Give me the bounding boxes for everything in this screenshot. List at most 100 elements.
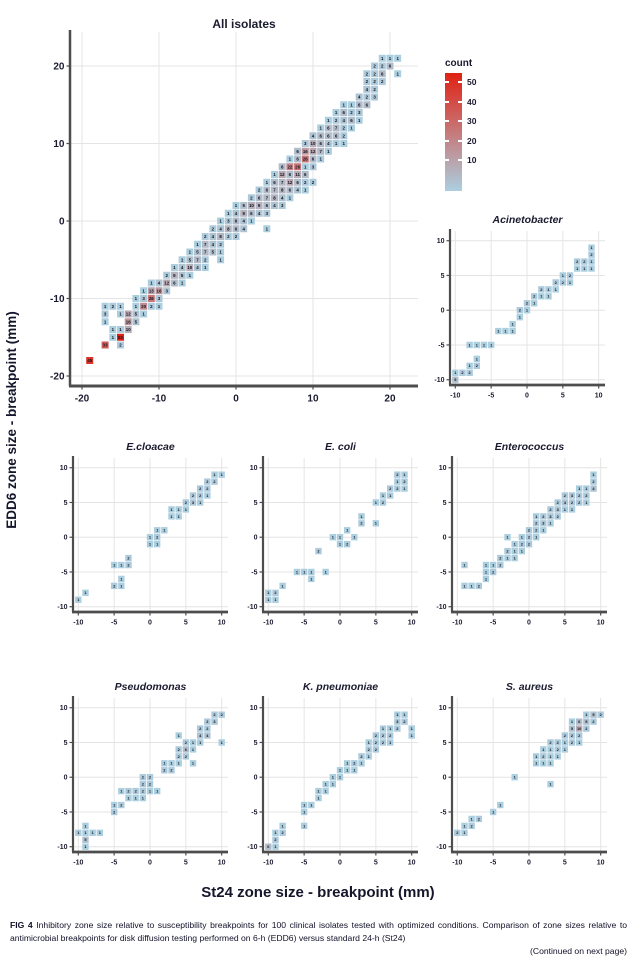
svg-text:5: 5 [64, 740, 68, 747]
svg-text:1: 1 [325, 569, 328, 574]
svg-text:1: 1 [327, 149, 330, 154]
svg-text:1: 1 [127, 795, 130, 800]
svg-text:1: 1 [547, 287, 550, 292]
svg-text:1: 1 [77, 830, 80, 835]
svg-text:1: 1 [454, 370, 457, 375]
svg-text:2: 2 [142, 775, 145, 780]
panel-title: E. coli [325, 441, 357, 453]
svg-text:1: 1 [396, 71, 399, 76]
legend-tick-mark [458, 139, 462, 142]
svg-text:0: 0 [525, 393, 529, 400]
caption-tag: FIG 4 [10, 919, 33, 930]
svg-text:1: 1 [213, 472, 216, 477]
svg-text:3: 3 [557, 507, 560, 512]
svg-text:16: 16 [157, 288, 162, 293]
svg-text:2: 2 [478, 583, 481, 588]
panel-title: Enterococcus [495, 441, 565, 453]
svg-text:1: 1 [189, 273, 192, 278]
svg-text:1: 1 [592, 472, 595, 477]
svg-text:2: 2 [274, 590, 277, 595]
svg-text:1: 1 [327, 118, 330, 123]
svg-text:1: 1 [282, 583, 285, 588]
svg-text:1: 1 [335, 110, 338, 115]
svg-text:1: 1 [368, 754, 371, 759]
svg-text:2: 2 [282, 830, 285, 835]
svg-text:-20: -20 [75, 394, 90, 405]
svg-text:0: 0 [254, 775, 258, 782]
svg-text:2: 2 [353, 761, 356, 766]
svg-text:5: 5 [592, 712, 595, 717]
svg-text:2: 2 [373, 71, 376, 76]
svg-text:1: 1 [178, 514, 181, 519]
svg-text:1: 1 [339, 768, 342, 773]
svg-text:1: 1 [535, 514, 538, 519]
svg-text:1: 1 [142, 288, 145, 293]
svg-text:1: 1 [206, 493, 209, 498]
svg-text:10: 10 [187, 265, 192, 270]
svg-text:1: 1 [382, 726, 385, 731]
svg-text:1: 1 [403, 486, 406, 491]
svg-text:10: 10 [437, 238, 445, 245]
svg-text:1: 1 [289, 195, 292, 200]
svg-text:6: 6 [304, 172, 307, 177]
svg-text:6: 6 [327, 126, 330, 131]
svg-text:2: 2 [469, 370, 472, 375]
svg-text:6: 6 [273, 180, 276, 185]
svg-text:1: 1 [360, 761, 363, 766]
svg-text:5: 5 [196, 250, 199, 255]
svg-text:10: 10 [60, 705, 68, 712]
svg-text:6: 6 [335, 133, 338, 138]
svg-text:0: 0 [148, 860, 152, 867]
svg-text:-10: -10 [452, 620, 462, 627]
svg-text:5: 5 [563, 860, 567, 867]
svg-text:2: 2 [499, 555, 502, 560]
svg-text:1: 1 [557, 754, 560, 759]
svg-text:2: 2 [557, 514, 560, 519]
svg-text:6: 6 [366, 102, 369, 107]
svg-text:0: 0 [443, 535, 447, 542]
svg-text:-5: -5 [301, 860, 307, 867]
svg-text:2: 2 [192, 493, 195, 498]
svg-text:0: 0 [527, 860, 531, 867]
svg-text:1: 1 [150, 281, 153, 286]
svg-text:1: 1 [535, 754, 538, 759]
svg-text:2: 2 [585, 493, 588, 498]
svg-text:11: 11 [295, 172, 300, 177]
svg-text:6: 6 [266, 203, 269, 208]
svg-text:2: 2 [150, 304, 153, 309]
svg-text:2: 2 [528, 542, 531, 547]
svg-text:1: 1 [389, 726, 392, 731]
svg-text:2: 2 [578, 493, 581, 498]
svg-text:1: 1 [317, 795, 320, 800]
svg-text:1: 1 [521, 535, 524, 540]
svg-text:3: 3 [571, 493, 574, 498]
svg-text:5: 5 [374, 620, 378, 627]
svg-text:1: 1 [526, 308, 529, 313]
svg-text:2: 2 [366, 95, 369, 100]
svg-text:1: 1 [504, 328, 507, 333]
svg-text:1: 1 [142, 312, 145, 317]
svg-text:1: 1 [219, 257, 222, 262]
svg-text:1: 1 [204, 265, 207, 270]
svg-text:12: 12 [287, 180, 292, 185]
svg-text:2: 2 [549, 740, 552, 745]
svg-text:-10: -10 [152, 394, 167, 405]
svg-text:4: 4 [327, 141, 330, 146]
svg-text:10: 10 [597, 620, 605, 627]
svg-text:1: 1 [303, 802, 306, 807]
svg-text:1: 1 [490, 342, 493, 347]
svg-text:2: 2 [403, 719, 406, 724]
svg-text:1: 1 [519, 315, 522, 320]
svg-text:2: 2 [185, 740, 188, 745]
svg-text:3: 3 [104, 312, 107, 317]
svg-text:-10: -10 [263, 620, 273, 627]
svg-text:2: 2 [185, 754, 188, 759]
svg-text:7: 7 [281, 180, 284, 185]
svg-text:1: 1 [403, 712, 406, 717]
svg-text:1: 1 [304, 188, 307, 193]
svg-text:2: 2 [199, 493, 202, 498]
svg-text:-10: -10 [452, 860, 462, 867]
